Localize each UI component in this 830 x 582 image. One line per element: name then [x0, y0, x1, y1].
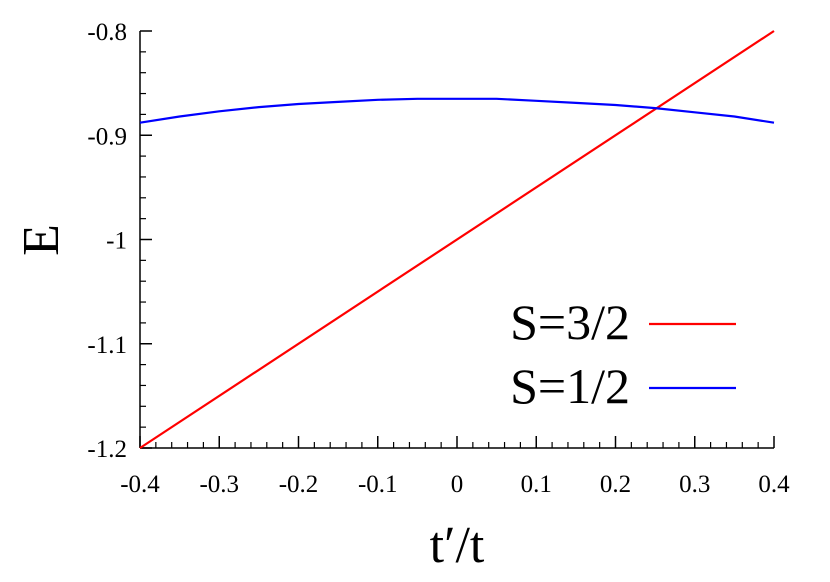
y-tick-label: -1.2	[87, 436, 127, 463]
series-lines	[139, 30, 775, 449]
series-line-s-1-2	[139, 97, 775, 124]
x-tick-label: 0	[451, 471, 464, 498]
x-tick-labels: -0.4 -0.3 -0.2 -0.1 0 0.1 0.2 0.3 0.4	[120, 471, 790, 498]
x-tick-label: 0.1	[521, 471, 552, 498]
x-tick-label: 0.4	[758, 471, 790, 498]
x-tick-label: 0.3	[679, 471, 710, 498]
y-tick-label: -1.1	[87, 332, 127, 359]
legend: S=3/2 S=1/2	[510, 294, 736, 414]
x-axis-label: t′/t	[430, 517, 485, 574]
minor-ticks	[140, 51, 759, 448]
x-tick-label: -0.1	[358, 471, 398, 498]
y-tick-labels: -0.8 -0.9 -1 -1.1 -1.2	[87, 19, 127, 463]
major-ticks	[139, 30, 775, 449]
y-tick-label: -0.8	[87, 19, 127, 46]
y-tick-label: -1	[106, 228, 127, 255]
y-axis-label: E	[13, 224, 70, 256]
x-tick-label: -0.4	[120, 471, 160, 498]
legend-label: S=1/2	[510, 358, 630, 414]
x-tick-label: -0.3	[199, 471, 239, 498]
y-tick-label: -0.9	[87, 123, 127, 150]
x-tick-label: -0.2	[279, 471, 319, 498]
legend-label: S=3/2	[510, 294, 630, 350]
x-tick-label: 0.2	[600, 471, 631, 498]
series-line-s-3-2	[139, 30, 775, 449]
